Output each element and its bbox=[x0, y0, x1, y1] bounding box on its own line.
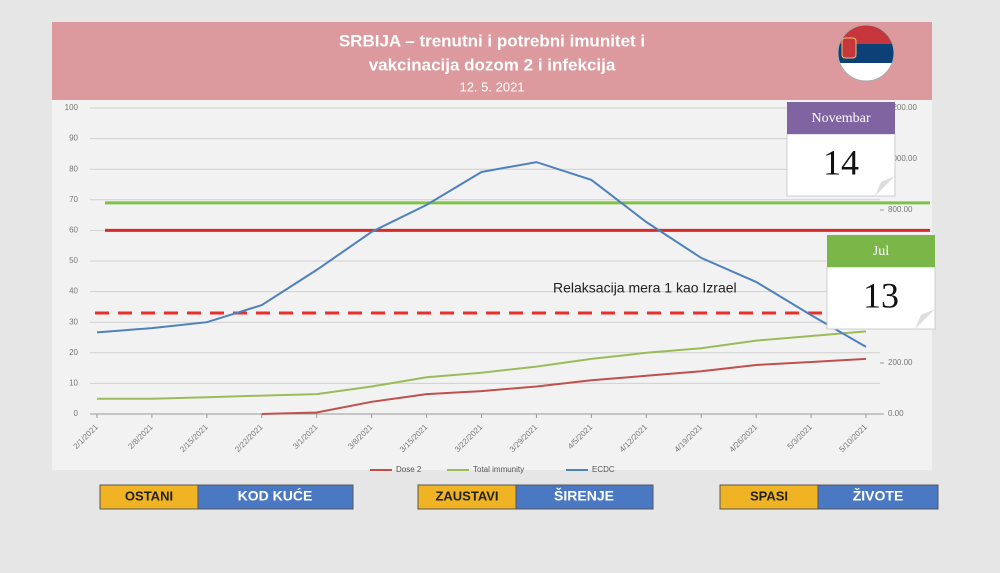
y2-tick-label: 1000.00 bbox=[888, 154, 917, 163]
legend-label: Dose 2 bbox=[396, 465, 422, 474]
annotation: Relaksacija mera 1 kao Izrael bbox=[553, 280, 737, 296]
button-left-label: SPASI bbox=[750, 488, 788, 503]
button-left-bg bbox=[99, 484, 199, 510]
calendar-curl bbox=[915, 309, 935, 329]
legend-label: ECDC bbox=[592, 465, 615, 474]
title-line: vakcinacija dozom 2 i infekcija bbox=[369, 55, 616, 74]
calendar-header bbox=[827, 235, 935, 267]
y-tick-label: 70 bbox=[69, 195, 78, 204]
y2-tick-label: 0.00 bbox=[888, 409, 904, 418]
series-line bbox=[261, 357, 867, 415]
button-right-label: KOD KUĆE bbox=[238, 487, 313, 504]
y-tick-label: 30 bbox=[69, 317, 78, 326]
button-right-label: ŠIRENJE bbox=[554, 487, 614, 504]
y2-tick-label: 200.00 bbox=[888, 358, 913, 367]
y-tick-label: 80 bbox=[69, 164, 78, 173]
y-tick-label: 40 bbox=[69, 287, 78, 296]
y-tick-label: 60 bbox=[69, 226, 78, 235]
extras: Novembar 14 Jul 13 OSTANI KOD KUĆE ZAUSTAVI ŠIR… bbox=[99, 102, 939, 510]
y2-tick-label: 800.00 bbox=[888, 205, 913, 214]
calendar-header bbox=[787, 102, 895, 134]
button-left-bg bbox=[417, 484, 517, 510]
button-right-bg bbox=[817, 484, 939, 510]
calendar-page bbox=[786, 133, 896, 197]
y-tick-label: 50 bbox=[69, 256, 78, 265]
subtitle: 12. 5. 2021 bbox=[459, 79, 524, 94]
calendar-day: 14 bbox=[823, 142, 859, 182]
y-tick-label: 0 bbox=[74, 409, 79, 418]
y-tick-label: 90 bbox=[69, 134, 78, 143]
calendar-month: Jul bbox=[873, 244, 889, 259]
plot-background bbox=[52, 100, 932, 470]
button-left-bg bbox=[719, 484, 819, 510]
button-left-label: ZAUSTAVI bbox=[435, 488, 498, 503]
calendar-page bbox=[826, 266, 936, 330]
series-line bbox=[97, 330, 867, 400]
y2-tick-label: 1200.00 bbox=[888, 103, 917, 112]
flag bbox=[837, 24, 895, 82]
y-tick-label: 20 bbox=[69, 348, 78, 357]
button-right-label: ŽIVOTE bbox=[853, 487, 904, 504]
button-right-bg bbox=[197, 484, 354, 510]
button-right-bg bbox=[515, 484, 654, 510]
title-line: SRBIJA – trenutni i potrebni imunitet i bbox=[339, 31, 645, 50]
button-left-label: OSTANI bbox=[125, 488, 173, 503]
series-line bbox=[96, 161, 867, 348]
y-tick-label: 10 bbox=[69, 379, 78, 388]
banner bbox=[52, 22, 932, 100]
calendar-curl bbox=[875, 176, 895, 196]
calendar-month: Novembar bbox=[811, 111, 870, 126]
y-tick-label: 100 bbox=[65, 103, 79, 112]
calendar-day: 13 bbox=[863, 275, 899, 315]
legend-label: Total immunity bbox=[473, 465, 524, 474]
